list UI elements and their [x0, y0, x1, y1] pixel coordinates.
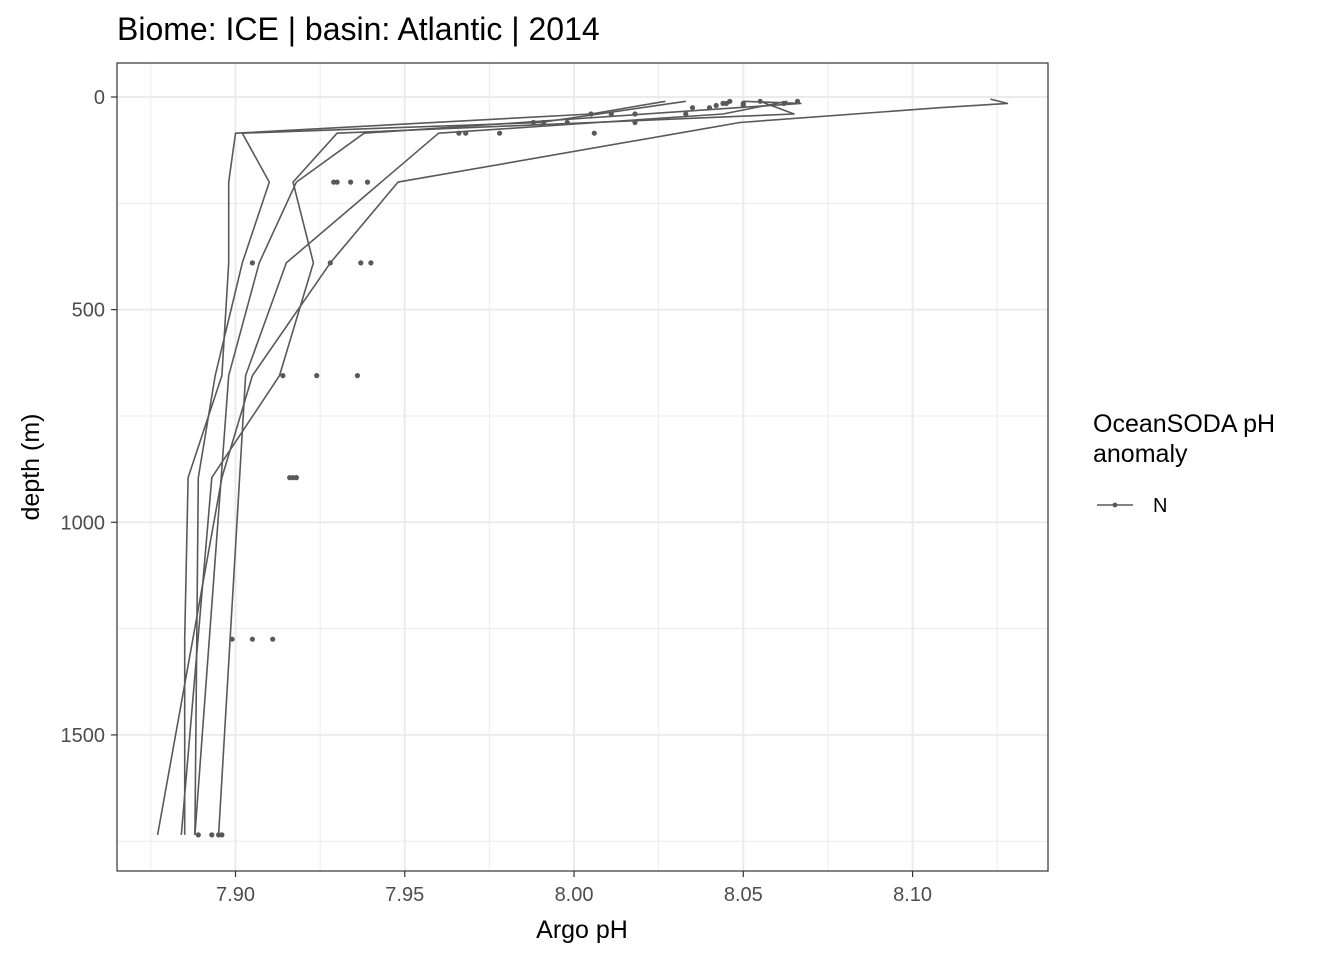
profile-line-1 [183, 100, 666, 835]
profile-line-5 [156, 98, 1009, 836]
data-point-12 [608, 111, 614, 117]
y-tick-label: 0 [94, 87, 105, 109]
data-point-38 [229, 636, 235, 642]
data-point-26 [348, 179, 354, 185]
data-point-34 [354, 373, 360, 379]
chart-title: Biome: ICE | basin: Atlantic | 2014 [117, 11, 600, 47]
data-point-13 [588, 111, 594, 117]
data-point-44 [219, 832, 225, 838]
x-axis: 7.90 7.95 8.00 8.05 8.10 [216, 871, 932, 906]
x-tick-label: 7.90 [216, 884, 255, 906]
profile-line-4 [194, 100, 802, 835]
y-tick-label: 1000 [61, 512, 106, 534]
x-tick-label: 8.10 [893, 884, 932, 906]
data-point-9 [781, 100, 787, 106]
x-tick-label: 8.05 [724, 884, 763, 906]
data-points [195, 98, 801, 838]
data-point-16 [632, 119, 638, 126]
data-point-22 [497, 130, 503, 136]
data-point-33 [314, 373, 320, 379]
data-point-7 [706, 105, 713, 111]
x-axis-title: Argo pH [536, 916, 628, 944]
data-point-15 [740, 100, 746, 106]
data-point-37 [293, 475, 299, 481]
panel-background [117, 63, 1048, 871]
data-point-23 [591, 130, 597, 136]
data-point-14 [632, 111, 638, 117]
data-point-2 [757, 98, 763, 104]
y-tick-label: 1500 [61, 725, 106, 747]
data-point-11 [683, 111, 689, 117]
legend-entry-n: N [1153, 495, 1167, 517]
data-point-25 [334, 179, 340, 185]
data-point-40 [270, 636, 276, 642]
data-point-8 [689, 105, 696, 111]
data-point-5 [720, 100, 726, 106]
y-axis-title: depth (m) [17, 414, 45, 521]
data-point-1 [794, 98, 801, 104]
x-tick-label: 8.00 [555, 884, 594, 906]
y-axis: 0 500 1000 1500 [61, 87, 117, 747]
data-point-18 [541, 119, 547, 126]
data-point-39 [249, 636, 255, 642]
data-point-28 [249, 260, 255, 266]
data-point-6 [713, 102, 719, 109]
major-gridlines [117, 63, 1048, 871]
y-tick-label: 500 [72, 300, 105, 322]
profile-line-6 [217, 100, 788, 835]
panel-border [116, 62, 1049, 872]
minor-gridlines [117, 63, 1048, 871]
data-point-41 [195, 832, 201, 838]
legend-key-point [1112, 502, 1118, 508]
legend: OceanSODA pH anomaly N [1093, 410, 1275, 517]
plot-panel [116, 62, 1049, 872]
legend-title: OceanSODA pH anomaly [1093, 410, 1275, 468]
data-point-19 [530, 119, 537, 126]
data-point-21 [463, 130, 469, 136]
data-point-20 [456, 130, 462, 136]
data-point-42 [209, 832, 215, 838]
data-point-27 [364, 179, 371, 185]
data-point-17 [564, 119, 570, 126]
data-point-30 [358, 260, 364, 266]
data-point-32 [280, 373, 286, 379]
data-point-29 [327, 260, 333, 266]
legend-title-line: anomaly [1093, 440, 1188, 468]
data-point-31 [368, 260, 374, 266]
x-tick-label: 7.95 [385, 884, 424, 906]
legend-title-line: OceanSODA pH [1093, 410, 1275, 438]
profile-lines [156, 98, 1009, 836]
